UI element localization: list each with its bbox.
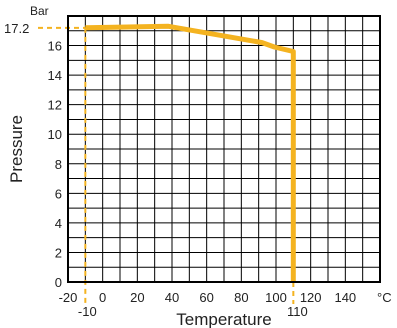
grid-lines [68, 16, 380, 282]
x-tick-label: 120 [300, 290, 322, 305]
reference-labels: 17.2 -10 110 [4, 21, 308, 319]
x-tick-label: 60 [199, 290, 213, 305]
series-line [85, 23, 296, 282]
y-tick-label: 8 [55, 157, 62, 172]
reference-label-110: 110 [287, 304, 308, 319]
x-tick-label: 80 [234, 290, 248, 305]
y-tick-label: 16 [48, 39, 62, 54]
y-tick-label: 6 [55, 186, 62, 201]
x-axis-title: Temperature [176, 310, 271, 328]
plot-frame [67, 15, 381, 283]
series-lines [85, 23, 296, 282]
x-tick-labels: -20 0 20 40 60 80 100 120 140 [59, 290, 357, 305]
x-tick-label: 20 [130, 290, 144, 305]
reference-label-17-2: 17.2 [4, 21, 29, 36]
y-tick-label: 10 [48, 127, 62, 142]
reference-dashes [38, 26, 295, 304]
y-tick-label: 0 [55, 275, 62, 290]
y-unit-label: Bar [30, 4, 49, 18]
x-tick-label: 100 [265, 290, 287, 305]
x-tick-label: 140 [334, 290, 356, 305]
y-tick-label: 14 [48, 68, 62, 83]
x-tick-label: -20 [59, 290, 78, 305]
y-tick-label: 4 [55, 216, 62, 231]
reference-label-minus-10: -10 [78, 304, 97, 319]
y-tick-label: 12 [48, 98, 62, 113]
y-tick-label: 2 [55, 245, 62, 260]
y-tick-labels: 0 2 4 6 8 10 12 14 16 [48, 39, 62, 290]
x-tick-label: 0 [99, 290, 106, 305]
x-unit-label: °C [377, 290, 392, 305]
y-axis-title: Pressure [7, 115, 26, 183]
x-tick-label: 40 [165, 290, 179, 305]
